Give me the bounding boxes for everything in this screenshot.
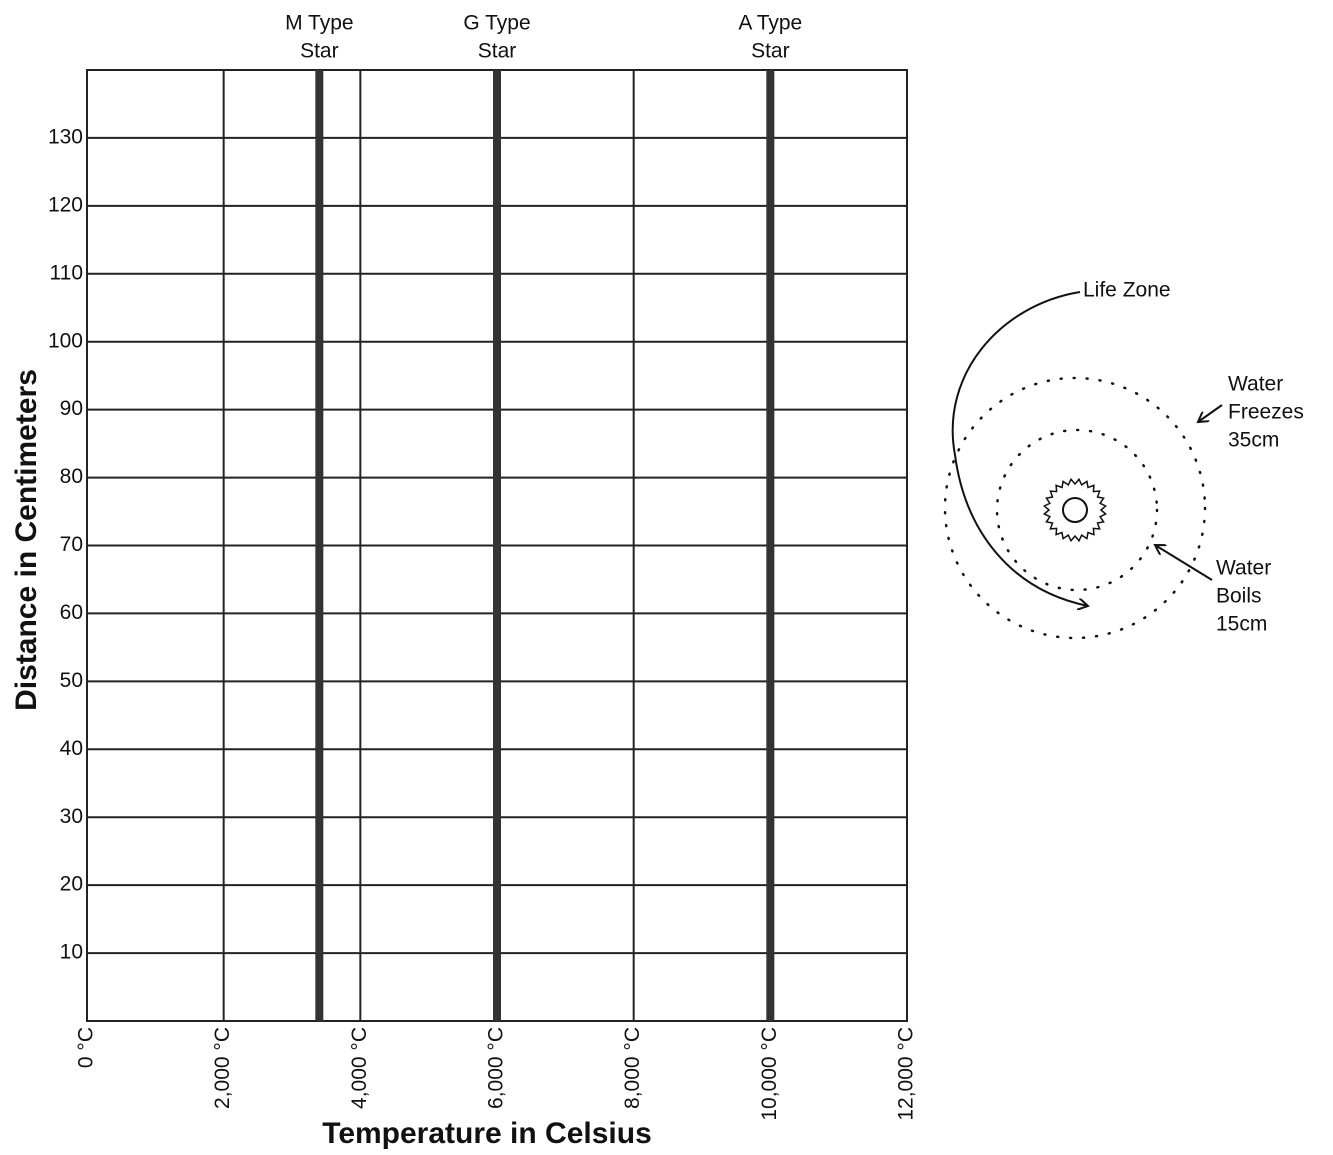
life-zone-label: Life Zone bbox=[1083, 279, 1171, 302]
y-tick-label: 70 bbox=[60, 533, 83, 556]
x-axis-label: Temperature in Celsius bbox=[322, 1117, 652, 1150]
page: {"chart_data": {"type": "reference-lines… bbox=[0, 0, 1333, 1155]
star-label: G Type bbox=[463, 12, 530, 35]
x-tick-label: 6,000 °C bbox=[485, 1027, 508, 1109]
boil-arrow bbox=[1155, 545, 1212, 580]
y-tick-label: 80 bbox=[60, 465, 83, 488]
y-axis-label: Distance in Centimeters bbox=[10, 369, 43, 711]
y-tick-label: 50 bbox=[60, 669, 83, 692]
diagram bbox=[945, 292, 1222, 638]
x-tick-label: 0 °C bbox=[75, 1027, 98, 1068]
boil-label: Boils bbox=[1216, 585, 1262, 608]
plot: 10 20 30 40 50 60 70 80 90 100 110 120 130 0 °C 2,000 … bbox=[48, 12, 918, 1121]
y-tick-label: 20 bbox=[60, 873, 83, 896]
y-tick-label: 30 bbox=[60, 805, 83, 828]
y-tick-label: 130 bbox=[48, 125, 83, 148]
freeze-label: Freezes bbox=[1228, 401, 1304, 424]
x-tick-label: 10,000 °C bbox=[758, 1027, 781, 1121]
star-label: Star bbox=[751, 40, 790, 63]
star-label: A Type bbox=[738, 12, 802, 35]
y-tick-label: 40 bbox=[60, 737, 83, 760]
freeze-label: Water bbox=[1228, 373, 1283, 396]
freeze-arrow bbox=[1198, 405, 1222, 422]
x-tick-label: 12,000 °C bbox=[895, 1027, 918, 1121]
y-tick-label: 60 bbox=[60, 601, 83, 624]
star-label: Star bbox=[478, 40, 517, 63]
boil-label: 15cm bbox=[1216, 613, 1267, 636]
sun bbox=[1044, 479, 1105, 540]
star-label: M Type bbox=[285, 12, 353, 35]
y-tick-label: 100 bbox=[48, 329, 83, 352]
freeze-ring bbox=[945, 378, 1205, 638]
life-zone-arrow bbox=[953, 292, 1088, 606]
boil-ring bbox=[997, 430, 1157, 590]
freeze-label: 35cm bbox=[1228, 429, 1279, 452]
y-tick-label: 10 bbox=[60, 941, 83, 964]
y-tick-label: 110 bbox=[50, 261, 83, 284]
x-tick-label: 8,000 °C bbox=[621, 1027, 644, 1109]
x-tick-label: 4,000 °C bbox=[348, 1027, 371, 1109]
y-tick-label: 120 bbox=[48, 193, 83, 216]
x-tick-label: 2,000 °C bbox=[211, 1027, 234, 1109]
star-label: Star bbox=[300, 40, 339, 63]
sun-core bbox=[1063, 498, 1087, 522]
chart: 10 20 30 40 50 60 70 80 90 100 110 120 130 0 °C 2,000 … bbox=[0, 0, 1333, 1155]
y-tick-label: 90 bbox=[60, 397, 83, 420]
boil-label: Water bbox=[1216, 557, 1271, 580]
